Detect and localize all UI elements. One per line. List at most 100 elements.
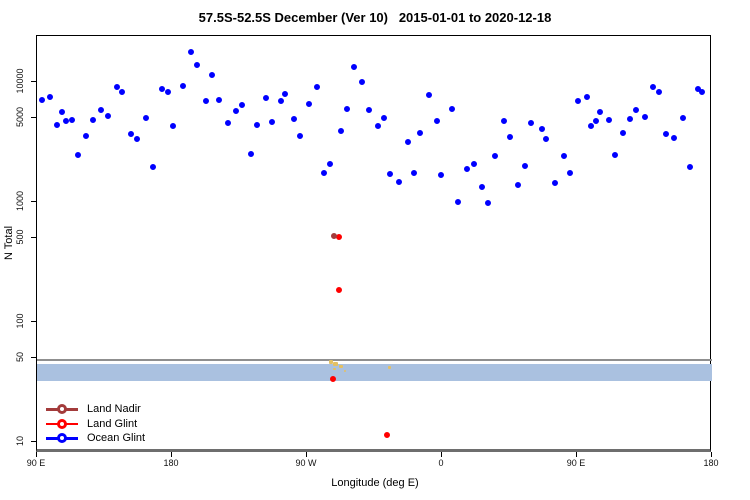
y-axis-tick [31,357,36,359]
data-point-ocean-glint [588,122,594,129]
data-point-ocean-glint [699,88,705,95]
data-point-ocean-glint [538,125,545,132]
data-point-ocean-glint [208,72,215,79]
y-axis-tick-label: 50 [15,352,25,363]
data-point-ocean-glint [478,184,485,191]
data-point-ocean-glint [253,121,260,128]
data-point-ocean-glint [411,170,417,177]
data-point-ocean-glint [202,98,209,105]
data-point-ocean-glint [396,178,402,185]
data-point-ocean-glint [297,132,303,139]
data-point-ocean-glint [291,115,297,122]
x-axis-tick-label: 90 E [566,458,586,468]
gold-mark [339,364,344,369]
legend-item-land-glint: Land Glint [46,417,145,432]
legend-label: Land Nadir [87,403,141,416]
data-point-land-nadir [331,232,338,239]
data-point-ocean-glint [133,135,140,142]
x-axis-tick-label: 90 E [26,458,46,468]
y-axis-title: N Total [3,225,15,261]
data-point-ocean-glint [627,115,633,122]
data-point-ocean-glint [619,129,626,136]
data-point-ocean-glint [463,166,470,173]
data-point-ocean-glint [282,90,288,97]
x-axis-tick-label: 180 [703,458,719,468]
data-point-ocean-glint [142,114,149,121]
y-axis-tick-label: 500 [15,229,25,245]
data-point-ocean-glint [225,120,231,127]
data-point-ocean-glint [552,180,558,187]
chart-title: 57.5S-52.5S December (Ver 10) 2015-01-01… [198,10,552,25]
data-point-ocean-glint [642,113,648,120]
data-point-ocean-glint [528,120,534,127]
data-point-ocean-glint [343,105,350,112]
data-point-ocean-glint [438,172,444,178]
legend-item-ocean-glint: Ocean Glint [46,431,145,446]
data-point-ocean-glint [448,105,455,112]
y-axis-tick-label: 10 [15,435,25,447]
data-point-ocean-glint [321,170,327,177]
land-glint-marker-icon [46,418,78,429]
data-point-ocean-glint [159,86,165,93]
data-point-ocean-glint [238,102,245,109]
data-point-ocean-glint [583,94,590,101]
x-axis-tick [36,452,37,457]
data-point-ocean-glint [633,106,639,113]
data-point-ocean-glint [687,164,693,171]
x-axis-tick [306,452,307,457]
gold-mark [332,367,336,370]
data-point-ocean-glint [169,122,176,129]
data-point-ocean-glint [127,131,134,138]
data-point-ocean-glint [180,82,186,89]
data-point-ocean-glint [358,78,365,85]
data-point-ocean-glint [313,83,320,90]
data-point-ocean-glint [649,84,656,91]
data-point-ocean-glint [574,98,581,105]
data-point-ocean-glint [522,162,528,169]
data-point-ocean-glint [82,132,89,139]
data-point-ocean-glint [232,107,239,114]
data-point-ocean-glint [58,108,65,115]
x-axis-tick-label: 180 [163,458,179,468]
data-point-ocean-glint [193,61,200,68]
data-point-ocean-glint [90,116,96,123]
data-point-ocean-glint [484,200,491,207]
y-axis-tick-label: 100 [15,313,25,329]
gold-mark [329,360,333,364]
y-axis-tick [31,117,36,119]
data-point-ocean-glint [381,114,387,121]
data-point-ocean-glint [606,116,612,123]
data-point-land-glint [335,233,342,240]
data-point-ocean-glint [561,153,567,160]
data-point-ocean-glint [46,93,53,100]
data-point-ocean-glint [417,129,423,136]
y-axis-tick [31,201,36,202]
data-point-ocean-glint [592,118,599,125]
y-axis-tick [31,321,36,322]
data-point-ocean-glint [492,153,498,160]
y-axis-tick [31,81,36,82]
y-axis-tick [31,441,36,442]
legend-label: Land Glint [87,417,138,430]
data-point-ocean-glint [351,64,357,71]
data-point-land-glint [336,287,342,294]
y-axis-tick [31,237,36,239]
data-point-ocean-glint [187,49,194,56]
gold-mark [333,362,339,367]
data-point-ocean-glint [501,118,507,125]
data-point-ocean-glint [54,121,60,128]
data-point-ocean-glint [663,131,669,138]
data-point-ocean-glint [97,106,104,113]
data-point-ocean-glint [366,106,372,113]
data-point-ocean-glint [118,88,125,95]
gold-mark [387,366,391,369]
x-axis-tick [576,452,577,457]
gold-mark [343,370,346,372]
data-point-ocean-glint [262,95,269,102]
data-point-ocean-glint [63,117,69,124]
data-point-ocean-glint [105,112,111,119]
data-point-ocean-glint [165,88,171,95]
data-point-ocean-glint [679,114,686,121]
data-point-ocean-glint [454,198,461,205]
land-nadir-marker-icon [46,404,78,415]
